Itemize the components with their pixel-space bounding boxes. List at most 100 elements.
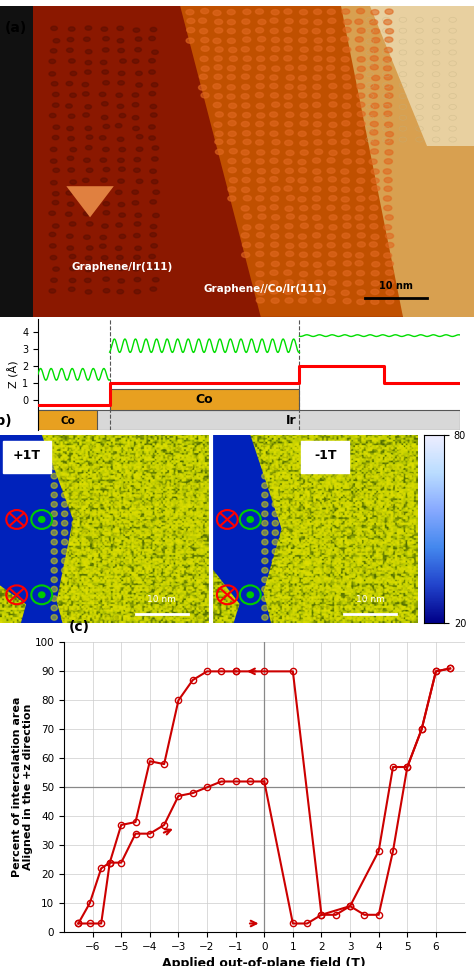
Circle shape [145,614,151,620]
Circle shape [270,56,278,61]
Circle shape [262,539,268,545]
Circle shape [124,492,130,497]
Circle shape [153,277,159,282]
Circle shape [357,140,365,145]
Circle shape [72,529,78,535]
Circle shape [103,511,109,517]
Circle shape [166,558,172,564]
Circle shape [356,130,364,135]
Circle shape [114,473,120,479]
Circle shape [357,28,365,33]
Circle shape [255,93,264,98]
Circle shape [357,121,365,127]
Circle shape [176,567,182,573]
Circle shape [62,473,68,479]
Circle shape [286,112,294,118]
Circle shape [93,521,99,526]
Circle shape [85,290,92,294]
Circle shape [371,270,379,276]
Circle shape [135,558,141,564]
Circle shape [376,549,383,554]
Circle shape [370,122,378,127]
Circle shape [176,605,182,611]
Circle shape [315,270,323,275]
Circle shape [86,201,92,206]
Circle shape [303,586,310,592]
Circle shape [303,549,310,554]
Circle shape [384,19,392,25]
Circle shape [327,9,335,14]
Circle shape [132,93,139,98]
Circle shape [150,104,157,109]
Circle shape [176,596,182,602]
Circle shape [372,38,380,43]
Circle shape [62,464,68,469]
Circle shape [84,70,91,74]
Circle shape [283,577,289,582]
Circle shape [53,168,60,173]
Circle shape [286,261,294,267]
Circle shape [272,567,278,573]
Circle shape [257,65,265,71]
Circle shape [324,483,330,489]
Circle shape [303,501,310,507]
Circle shape [387,501,393,507]
Circle shape [85,256,92,260]
Circle shape [385,85,393,90]
Circle shape [135,614,141,620]
Circle shape [114,454,120,460]
Circle shape [345,483,351,489]
Circle shape [366,511,372,517]
Circle shape [314,483,320,489]
Circle shape [262,567,268,573]
Circle shape [342,233,350,239]
Circle shape [387,539,393,545]
Circle shape [299,66,307,71]
Circle shape [327,28,335,34]
Circle shape [135,483,141,489]
Circle shape [387,549,393,554]
Circle shape [408,454,414,460]
Circle shape [341,178,349,184]
Circle shape [397,586,403,592]
Circle shape [286,243,294,248]
Circle shape [228,112,236,118]
Circle shape [298,178,306,184]
Circle shape [262,549,268,554]
Circle shape [329,225,337,230]
Circle shape [270,158,278,163]
Circle shape [270,270,278,275]
Circle shape [397,454,403,460]
Circle shape [51,454,57,460]
Circle shape [153,190,160,194]
Circle shape [370,47,378,52]
Circle shape [272,66,280,71]
Circle shape [384,178,392,183]
Circle shape [118,267,124,270]
Circle shape [343,158,351,164]
Circle shape [176,492,182,497]
Circle shape [166,586,172,592]
Circle shape [343,27,351,33]
Circle shape [272,614,278,620]
Circle shape [397,511,403,517]
Circle shape [49,243,56,248]
Circle shape [100,158,107,162]
Circle shape [343,112,351,117]
Circle shape [145,605,151,611]
Circle shape [371,289,379,295]
Circle shape [53,125,60,129]
Circle shape [387,464,393,469]
Circle shape [124,511,130,517]
Circle shape [51,483,57,489]
Circle shape [283,539,289,545]
Circle shape [345,454,351,460]
Circle shape [255,242,264,248]
Circle shape [86,222,93,226]
Circle shape [387,529,393,535]
Circle shape [376,464,383,469]
Circle shape [136,179,143,184]
Circle shape [397,577,403,582]
Circle shape [116,190,122,194]
Circle shape [312,205,320,210]
